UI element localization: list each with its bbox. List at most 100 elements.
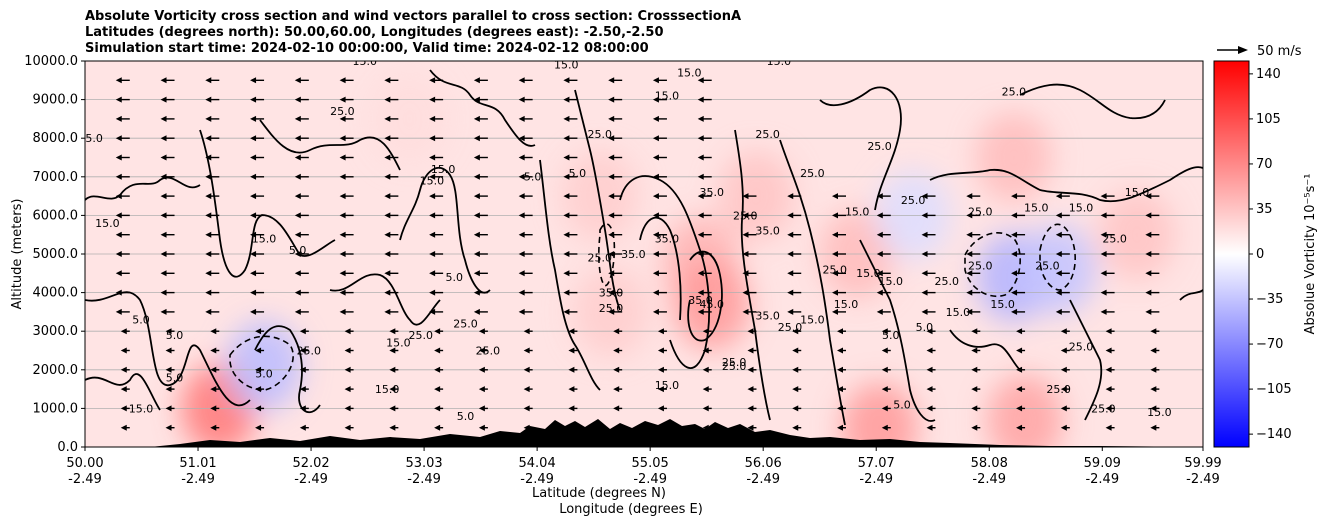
wind-vector	[652, 135, 667, 142]
vorticity-patch	[987, 374, 1064, 447]
vorticity-patch	[226, 320, 303, 411]
wind-vector-head	[1055, 270, 1062, 277]
wind-vector-head	[832, 231, 839, 238]
wind-vector	[608, 270, 623, 277]
wind-vector-head	[160, 308, 167, 315]
contour-label: 35.0	[688, 294, 713, 307]
wind-vector-head	[926, 424, 933, 431]
contour-label: 25.0	[867, 140, 892, 153]
wind-vector	[568, 366, 578, 373]
wind-vector	[478, 386, 488, 393]
wind-vector	[563, 231, 578, 238]
wind-vector	[1150, 386, 1160, 393]
negative-contour-lines	[229, 223, 1076, 391]
y-tick-label: 7000.0	[33, 170, 79, 185]
wind-vector-head	[1060, 386, 1067, 393]
wind-vector	[473, 308, 488, 315]
wind-vector-head	[966, 270, 973, 277]
wind-vector	[1105, 424, 1115, 431]
wind-vector-head	[473, 96, 480, 103]
wind-vector-head	[115, 135, 122, 142]
wind-vector	[429, 135, 444, 142]
x-tick-label-lon: -2.49	[859, 472, 893, 487]
wind-vector	[255, 424, 265, 431]
wind-vector-head	[384, 193, 391, 200]
wind-vector-head	[434, 328, 441, 335]
wind-vector	[563, 135, 578, 142]
wind-vector-head	[1150, 405, 1157, 412]
contour-label: 15.0	[431, 163, 456, 176]
wind-vector	[294, 154, 309, 161]
wind-vector	[881, 328, 891, 335]
wind-vector-head	[210, 424, 217, 431]
wind-vector	[966, 289, 981, 296]
wind-vector	[384, 289, 399, 296]
wind-vector	[563, 154, 578, 161]
wind-vector	[71, 116, 85, 122]
contour-label: 15.0	[386, 337, 411, 350]
wind-vector-head	[339, 231, 346, 238]
contour-label: 25.0	[330, 105, 355, 118]
wind-vector-head	[971, 405, 978, 412]
wind-vector	[652, 308, 667, 315]
wind-vector-head	[1105, 424, 1112, 431]
wind-vector	[921, 308, 936, 315]
wind-vector	[792, 424, 802, 431]
wind-vector	[837, 366, 847, 373]
wind-vector	[832, 308, 847, 315]
wind-vector	[205, 77, 220, 84]
wind-vector-head	[608, 270, 615, 277]
wind-vector-head	[518, 135, 525, 142]
wind-vector-head	[1145, 270, 1152, 277]
wind-vector	[478, 405, 488, 412]
wind-vector	[792, 366, 802, 373]
wind-vector	[205, 96, 220, 103]
wind-vector	[294, 212, 309, 219]
wind-vector-head	[299, 405, 306, 412]
wind-vector	[971, 405, 981, 412]
wind-vector-head	[1060, 405, 1067, 412]
wind-vector	[613, 405, 623, 412]
contour-label: 25.0	[1069, 341, 1094, 354]
colorbar-tick-label: −70	[1256, 337, 1283, 352]
wind-vector-head	[205, 289, 212, 296]
wind-vector	[652, 154, 667, 161]
wind-vector	[434, 424, 444, 431]
contour-label: 35.0	[699, 186, 724, 199]
vorticity-patch	[975, 112, 1052, 203]
wind-vector	[473, 154, 488, 161]
wind-vector-head	[652, 270, 659, 277]
wind-vector-head	[120, 366, 127, 373]
wind-vector-head	[1100, 270, 1107, 277]
wind-vector	[966, 251, 981, 257]
contour-line	[734, 129, 771, 421]
wind-vector	[1145, 308, 1160, 315]
contour-line-negative	[964, 231, 1021, 297]
wind-vector-head	[697, 212, 704, 219]
wind-vector	[518, 251, 533, 257]
contour-label: 15.0	[1147, 406, 1172, 419]
wind-vector	[344, 424, 354, 431]
wind-vector-head	[478, 424, 485, 431]
plot-area: 15.025.05.05.015.05.015.025.025.015.015.…	[71, 61, 1203, 447]
wind-vector	[434, 366, 444, 373]
wind-vector-head	[966, 289, 973, 296]
wind-vector-head	[473, 270, 480, 277]
wind-vector-head	[1016, 424, 1023, 431]
wind-vector-head	[1016, 347, 1023, 354]
wind-vector-head	[294, 193, 301, 200]
vorticity-patch	[1098, 189, 1175, 280]
wind-vector	[657, 347, 667, 354]
wind-vector-head	[881, 366, 888, 373]
contour-label: 15.0	[129, 402, 154, 415]
wind-vector	[205, 231, 220, 238]
wind-vector-head	[255, 405, 262, 412]
colorbar-tick-label: 35	[1256, 202, 1273, 217]
contour-label: 25.0	[408, 329, 433, 342]
wind-vector-head	[787, 193, 794, 200]
wind-vector-head	[384, 173, 391, 180]
wind-vector	[429, 193, 444, 200]
wind-vector	[384, 231, 399, 238]
wind-vector-head	[384, 308, 391, 315]
wind-vector	[71, 309, 85, 315]
